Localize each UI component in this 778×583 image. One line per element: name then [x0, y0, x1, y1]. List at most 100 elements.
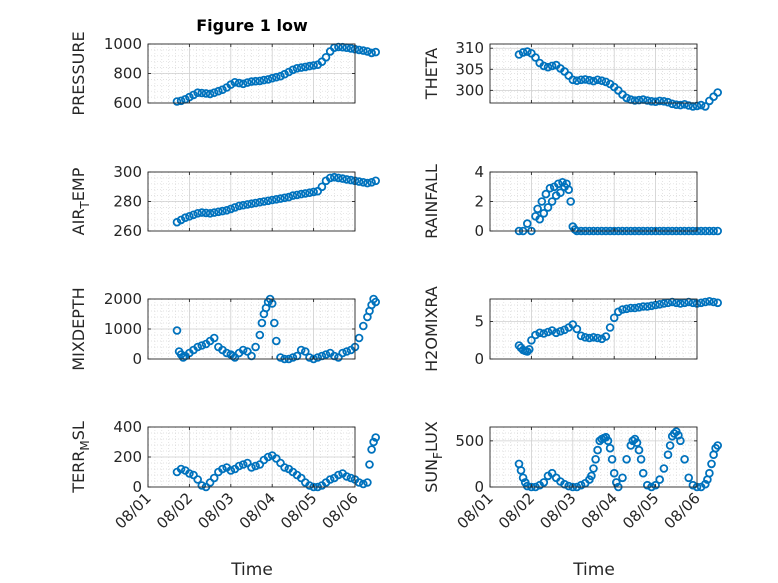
data-point: [705, 226, 714, 236]
data-point: [334, 470, 343, 480]
data-point: [642, 480, 652, 490]
y-tick-label: 600: [113, 94, 142, 112]
data-point: [329, 172, 339, 182]
y-axis-label: THETA: [422, 48, 441, 100]
data-point: [363, 478, 372, 487]
y-tick-label: 1000: [104, 320, 142, 338]
data-point: [700, 297, 710, 307]
data-point: [568, 75, 578, 85]
data-point: [276, 353, 285, 362]
data-point: [292, 64, 302, 73]
data-point: [587, 471, 596, 481]
data-point: [346, 44, 356, 53]
data-point: [709, 297, 718, 307]
data-point: [580, 75, 590, 84]
data-point: [680, 454, 689, 464]
data-point: [543, 203, 553, 212]
data-point: [522, 347, 532, 356]
data-point: [634, 445, 644, 455]
data-point: [300, 189, 310, 198]
data-point: [655, 475, 664, 484]
data-point: [700, 479, 710, 489]
data-point: [197, 341, 207, 350]
data-point: [522, 481, 532, 491]
data-point: [185, 469, 194, 478]
data-point: [238, 79, 248, 89]
data-point: [547, 61, 557, 71]
data-point: [243, 200, 252, 209]
y-tick-label: 0: [474, 478, 484, 496]
data-point: [705, 296, 714, 306]
data-point: [197, 208, 207, 217]
data-point: [647, 301, 656, 311]
data-point: [560, 325, 569, 335]
data-point: [371, 176, 381, 186]
data-point: [651, 480, 660, 490]
data-point: [541, 189, 551, 199]
data-point: [189, 90, 198, 100]
data-point: [358, 479, 368, 489]
data-point: [713, 226, 722, 236]
data-point: [634, 302, 644, 312]
data-point: [622, 93, 631, 103]
x-tick-label: 08/04: [578, 489, 621, 532]
data-point: [189, 210, 198, 220]
data-point: [564, 185, 573, 195]
data-point: [354, 45, 364, 55]
data-point: [181, 213, 190, 223]
data-point: [642, 302, 652, 311]
data-point: [234, 78, 244, 88]
data-point: [243, 78, 252, 87]
y-axis-label: H2OMIXRA: [422, 286, 441, 372]
data-point: [576, 480, 586, 490]
data-point: [234, 461, 244, 471]
data-point: [238, 200, 248, 210]
data-point: [280, 69, 289, 79]
data-point: [684, 101, 693, 110]
data-point: [296, 63, 306, 72]
data-point: [267, 195, 277, 205]
y-axis-label: AIRTEMP: [69, 167, 92, 235]
data-point: [363, 47, 372, 56]
data-point: [234, 201, 244, 211]
data-point: [630, 96, 640, 105]
data-point: [288, 353, 298, 362]
data-point: [197, 481, 207, 490]
data-point: [313, 353, 323, 362]
data-point: [632, 438, 642, 448]
data-point: [626, 303, 636, 313]
data-point: [334, 353, 343, 362]
data-point: [305, 353, 314, 362]
data-point: [267, 73, 277, 83]
data-point: [609, 313, 619, 323]
data-point: [209, 473, 219, 483]
y-tick-label: 1000: [104, 35, 142, 53]
data-point: [309, 61, 318, 70]
data-point: [713, 441, 722, 450]
data-point: [659, 464, 669, 473]
data-point: [514, 50, 524, 59]
y-axis-label-main: AIR: [69, 209, 88, 236]
data-point: [325, 173, 335, 183]
data-point: [263, 452, 273, 462]
data-point: [603, 436, 613, 446]
data-point: [647, 97, 656, 106]
data-point: [292, 190, 302, 200]
data-point: [222, 206, 232, 215]
data-point: [560, 479, 569, 489]
data-point: [518, 48, 528, 57]
data-point: [593, 75, 602, 85]
data-point: [537, 197, 547, 206]
axes-box: [489, 43, 698, 104]
data-point: [346, 175, 356, 185]
data-point: [601, 332, 611, 341]
data-point: [558, 178, 567, 187]
subplot-rainfall: 0 2 4 RAINFALL: [422, 163, 722, 240]
data-point: [230, 203, 240, 212]
data-point: [607, 454, 617, 464]
data-point: [527, 335, 536, 345]
data-point: [193, 475, 203, 484]
data-point: [247, 199, 256, 209]
data-point: [543, 327, 553, 337]
x-tick-label: 08/02: [495, 489, 538, 532]
